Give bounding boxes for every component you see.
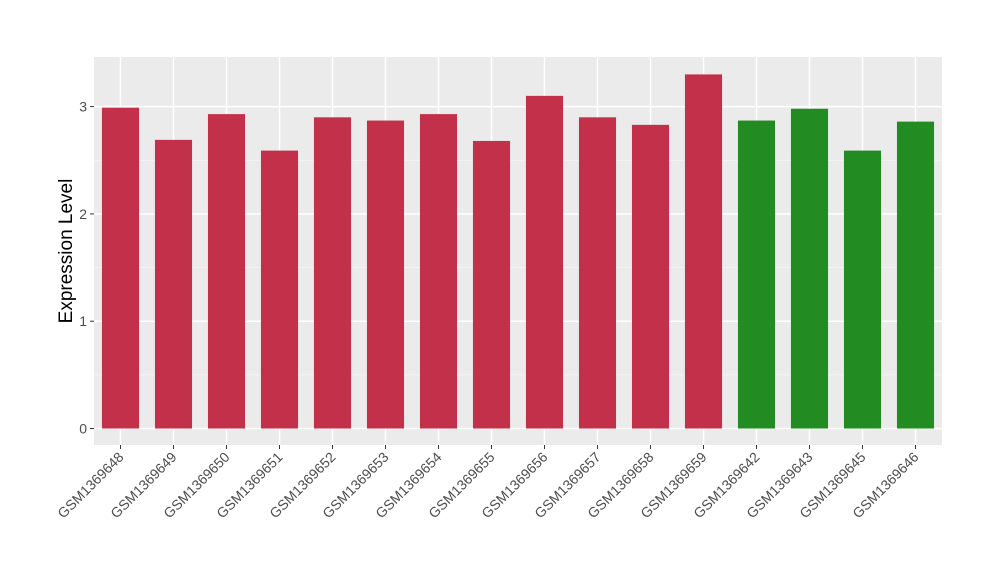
- bar-GSM1369645: [843, 150, 882, 429]
- bar-GSM1369653: [366, 120, 405, 429]
- bar-GSM1369659: [684, 74, 723, 429]
- y-tick-label: 2: [79, 206, 87, 222]
- bar-GSM1369651: [260, 150, 299, 429]
- bar-GSM1369658: [631, 124, 670, 429]
- bar-GSM1369652: [313, 117, 352, 429]
- bar-GSM1369642: [737, 120, 776, 429]
- bar-GSM1369656: [525, 95, 564, 429]
- y-tick-label: 0: [79, 421, 87, 437]
- y-axis-label: Expression Level: [56, 179, 77, 324]
- bar-GSM1369650: [207, 114, 246, 429]
- y-tick-label: 1: [79, 313, 87, 329]
- bars: [101, 74, 935, 429]
- bar-GSM1369655: [472, 140, 511, 429]
- bar-GSM1369646: [896, 121, 935, 429]
- bar-GSM1369643: [790, 108, 829, 429]
- bar-GSM1369657: [578, 117, 617, 429]
- x-axis: GSM1369648GSM1369649GSM1369650GSM1369651…: [54, 445, 922, 521]
- bar-GSM1369654: [419, 114, 458, 429]
- y-axis: 0 1 2 3: [79, 99, 94, 437]
- bar-GSM1369648: [101, 107, 140, 429]
- bar-GSM1369649: [154, 139, 193, 429]
- y-tick-label: 3: [79, 99, 87, 115]
